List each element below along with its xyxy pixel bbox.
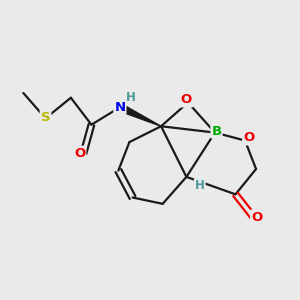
Text: S: S [41,111,50,124]
Text: N: N [114,101,125,114]
Text: O: O [243,131,254,145]
Text: O: O [74,147,85,160]
Text: H: H [195,179,205,192]
Text: H: H [126,91,136,103]
Polygon shape [118,104,161,126]
Text: O: O [251,211,262,224]
Text: B: B [212,124,221,137]
Text: O: O [181,94,192,106]
